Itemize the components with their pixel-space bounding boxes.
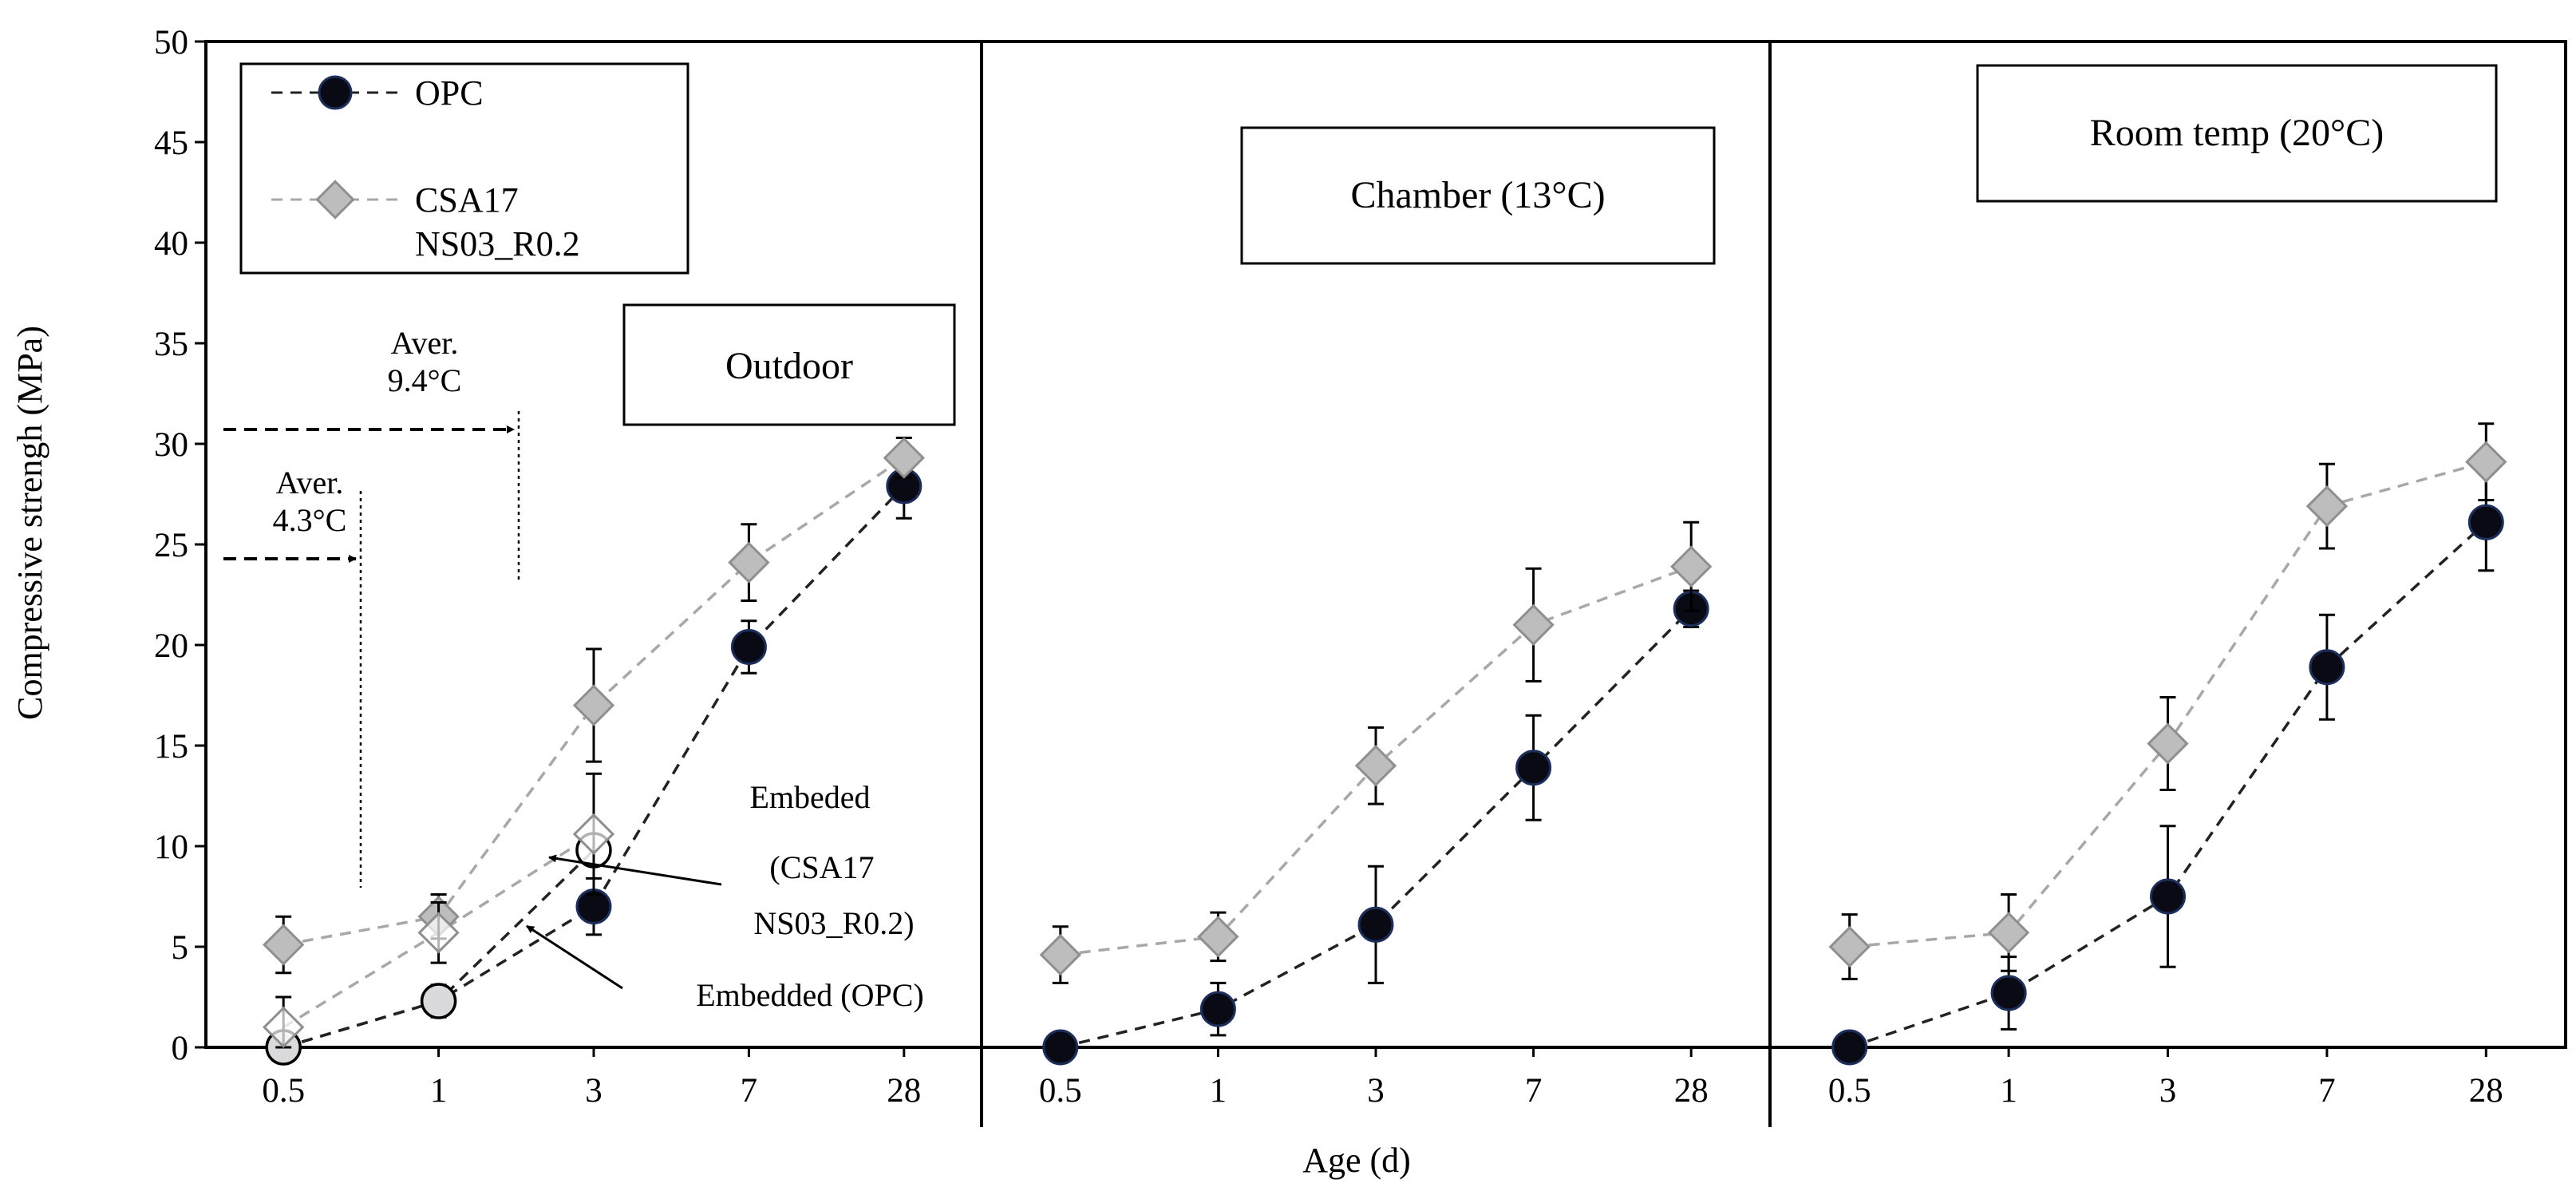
panel-label-chamber: Chamber (13°C) [1240,126,1716,265]
x-tick-label-p2-7: 7 [1525,1072,1543,1110]
legend-opc-label: OPC [415,73,484,113]
outdoor-csa17-ns03-r0-2-point-7 [728,541,770,584]
outdoor-csa17-ns03-r0-2-point-0.5 [263,924,305,966]
y-axis-title: Compressive strengh (MPa) [10,326,49,720]
y-tick-label-25: 25 [154,527,188,564]
room-temp-csa17-ns03-r0-2-point-28 [2465,441,2507,483]
panel-label-outdoor-text: Outdoor [725,345,853,387]
chamber-csa17-ns03-r0-2-point-3 [1354,745,1397,787]
chamber-opc-point-3 [1357,906,1394,943]
legend-csa-label-line1: CSA17 [415,180,519,220]
room-temp-opc-point-7 [2309,649,2345,686]
y-tick-label-50: 50 [154,24,188,61]
room-temp-csa17-ns03-r0-2-point-1 [1987,912,2030,954]
panel-label-chamber-text: Chamber (13°C) [1350,174,1605,216]
aver-4-3-label-line1: Aver. [276,465,344,501]
outdoor-embeded-csa17-ns03-r0-2-point-1 [417,912,460,954]
outdoor-embedded-opc-point-1 [420,983,457,1019]
chamber-opc-point-0.5 [1042,1029,1079,1066]
outdoor-embeded-csa17-ns03-r0-2-point-0.5 [263,1006,305,1048]
x-tick-label-p1-1: 1 [430,1072,448,1110]
y-tick-label-45: 45 [154,125,188,162]
room-temp-opc-point-1 [1990,975,2027,1011]
x-tick-label-p1-28: 28 [887,1072,921,1110]
panel-label-room-box [1976,64,2498,203]
y-tick-label-30: 30 [154,426,188,464]
x-tick-label-p1-3: 3 [585,1072,603,1110]
x-tick-label-p2-3: 3 [1367,1072,1385,1110]
room-temp-csa17-ns03-r0-2-point-0.5 [1828,925,1871,968]
chamber-opc-point-1 [1199,991,1236,1027]
chamber-csa17-ns03-r0-2-point-28 [1670,545,1713,588]
embeded-csa-label-line2: (CSA17 [769,849,874,885]
x-tick-label-p2-0.5: 0.5 [1039,1072,1082,1110]
outdoor-csa17-ns03-r0-2-point-3 [572,684,615,726]
outdoor-opc-point-7 [730,629,767,666]
outdoor-csa17-ns03-r0-2-point-28 [883,437,925,479]
legend-csa-label-line2: NS03_R0.2 [415,224,580,263]
x-tick-label-p2-1: 1 [1210,1072,1227,1110]
x-tick-label-p2-28: 28 [1674,1072,1709,1110]
legend-opc-marker [318,75,353,110]
x-tick-label-p3-0.5: 0.5 [1828,1072,1871,1110]
y-tick-label-35: 35 [154,326,188,363]
aver-4-3-label-line2: 4.3°C [273,502,347,538]
outdoor-csa17-ns03-r0-2-line [282,457,905,947]
panel-label-room: Room temp (20°C) [1976,64,2498,203]
aver-9-4-label-line2: 9.4°C [388,362,462,398]
x-tick-label-p3-7: 7 [2318,1072,2336,1110]
room-temp-opc-point-3 [2150,878,2186,915]
outdoor-embeded-csa17-ns03-r0-2-point-3 [572,813,615,856]
room-temp-csa17-ns03-r0-2-point-7 [2305,485,2349,528]
panel-label-outdoor-box [622,303,956,426]
x-tick-label-p3-3: 3 [2159,1072,2177,1110]
legend-box [239,62,689,275]
x-tick-label-p1-0.5: 0.5 [262,1072,305,1110]
chamber-opc-line [1060,607,1693,1049]
y-tick-label-10: 10 [154,829,188,866]
outdoor-opc-line [282,485,906,1049]
embeded-csa-label-line1: Embeded [749,779,870,815]
chamber-opc-point-7 [1515,750,1552,786]
x-tick-label-p1-7: 7 [741,1072,758,1110]
embedded-opc-label: Embedded (OPC) [696,977,924,1013]
y-tick-label-0: 0 [172,1030,189,1067]
panel-label-chamber-box [1240,126,1716,265]
panel-label-outdoor: Outdoor [622,303,956,426]
chamber-csa17-ns03-r0-2-point-7 [1512,603,1555,646]
x-tick-label-p3-1: 1 [2000,1072,2017,1110]
room-temp-opc-point-28 [2467,504,2504,540]
x-axis-title: Age (d) [1302,1141,1411,1180]
room-temp-csa17-ns03-r0-2-point-3 [2147,722,2189,765]
x-tick-label-p3-28: 28 [2469,1072,2503,1110]
chamber-csa17-ns03-r0-2-point-0.5 [1039,933,1081,976]
y-tick-label-40: 40 [154,225,188,263]
outdoor-annotations: Aver. 4.3°C Aver. 9.4°C Embeded (CSA17 N… [223,325,924,1013]
aver-9-4-label-line1: Aver. [391,325,459,361]
panel-label-room-text: Room temp (20°C) [2090,112,2384,154]
y-tick-label-20: 20 [154,627,188,665]
legend-csa-marker [315,180,355,220]
chamber-csa17-ns03-r0-2-point-1 [1197,916,1239,958]
legend: OPC CSA17 NS03_R0.2 [239,62,689,275]
embeded-csa-label-line3: NS03_R0.2) [753,905,914,941]
room-temp-opc-point-0.5 [1831,1029,1868,1066]
embeded-csa-pointer [548,854,722,886]
y-tick-label-5: 5 [172,929,189,967]
y-tick-label-15: 15 [154,728,188,766]
embedded-opc-pointer [526,924,623,990]
